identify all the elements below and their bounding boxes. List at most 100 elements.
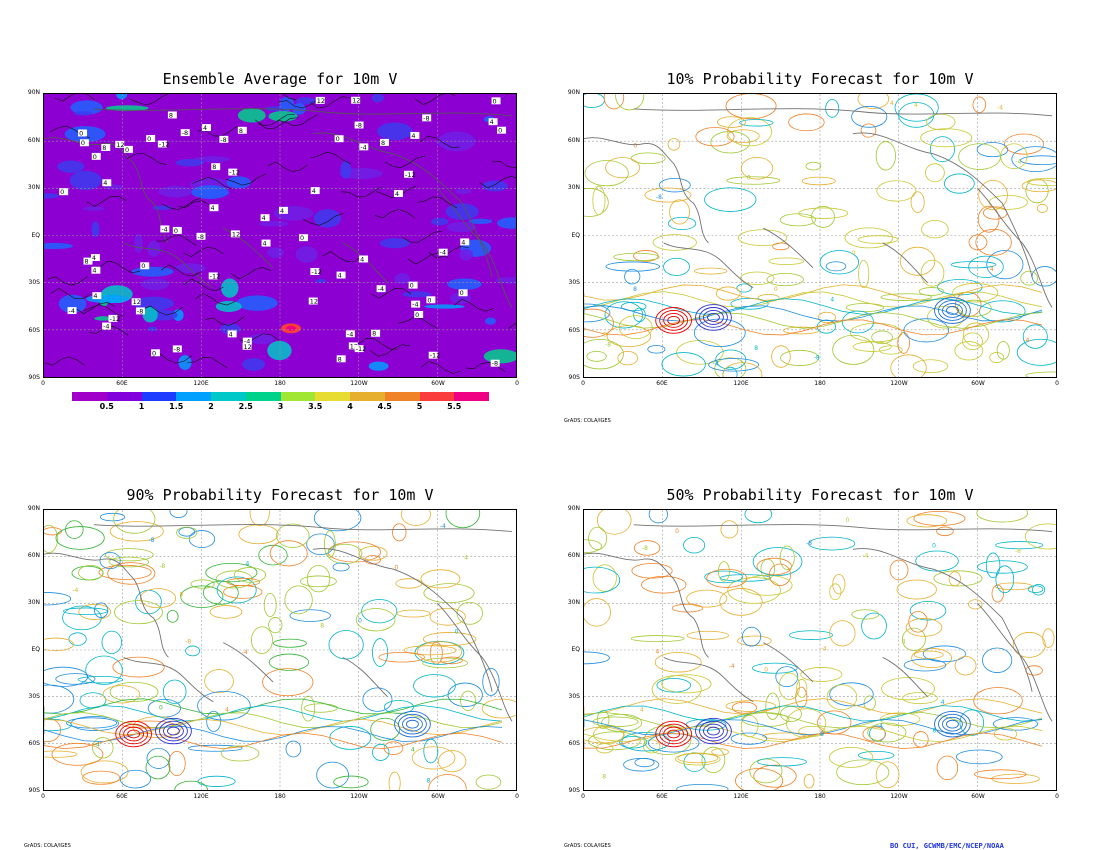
contour-label-box — [411, 300, 421, 308]
contour-line — [68, 632, 87, 646]
contour-value-label: 4 — [203, 124, 207, 132]
contour-line — [634, 757, 655, 768]
contour-line — [206, 710, 222, 732]
contour-line — [760, 558, 776, 580]
contour-line — [633, 250, 659, 262]
shaded-cell — [497, 217, 516, 229]
contour-value-label: 0 — [410, 282, 414, 290]
contour-line — [481, 698, 516, 719]
contour-line — [396, 609, 431, 618]
y-tick-label: 30N — [27, 184, 40, 191]
colorbar-segment — [141, 392, 177, 401]
contour-value-label: 0 — [846, 517, 850, 524]
contour-value-label: 12 — [317, 97, 325, 105]
contour-line — [142, 305, 183, 316]
contour-line — [416, 641, 463, 663]
contour-line — [482, 667, 500, 696]
y-tick-label: 60N — [27, 552, 40, 559]
contour-line — [44, 524, 59, 553]
contour-label-box — [426, 296, 436, 304]
contour-line — [693, 267, 728, 275]
contour-line — [775, 666, 799, 688]
colorbar-segment — [350, 392, 385, 401]
shaded-cell — [468, 218, 493, 224]
contour-line — [918, 287, 945, 296]
map-canvas: -4 0 4 8 -8 -4 0 4 8 -8 -4 0 4 8 -8 -4 0 4 — [44, 510, 516, 790]
contour-line — [588, 526, 608, 551]
contour-label-box — [180, 129, 190, 137]
contour-value-label: 12 — [133, 298, 141, 306]
contour-value-label: -4 — [378, 285, 384, 293]
contour-line — [905, 618, 943, 637]
contour-value-label: 4 — [490, 118, 494, 126]
contour-line — [190, 579, 215, 589]
contour-line — [968, 599, 983, 610]
x-tick-label: 0 — [581, 793, 585, 800]
contour-line — [630, 635, 685, 642]
x-tick-label: 120W — [350, 793, 368, 800]
contour-line — [962, 322, 990, 347]
contour-line — [861, 612, 887, 640]
contour-line — [370, 717, 401, 741]
contour-line — [269, 540, 308, 567]
contour-line — [329, 726, 372, 750]
contour-label-box — [491, 97, 501, 105]
coastline — [663, 656, 754, 702]
colorbar-label: 3.5 — [308, 402, 323, 411]
contour-value-label: 4 — [914, 102, 918, 109]
x-tick-label: 120W — [890, 793, 908, 800]
shaded-cell — [58, 294, 87, 313]
contour-label-box — [371, 329, 381, 337]
contour-line — [1021, 179, 1056, 193]
contour-label-box — [345, 330, 355, 338]
contour-label-box — [91, 152, 101, 160]
contour-line — [188, 744, 243, 752]
contour-value-label: -4 — [997, 105, 1003, 112]
contour-line — [50, 288, 91, 300]
colorbar-label: 5 — [416, 402, 423, 411]
contour-line — [584, 338, 624, 370]
shaded-cell — [174, 263, 206, 274]
contour-line — [851, 105, 888, 128]
contour-line — [361, 599, 398, 624]
contour-line — [976, 510, 1029, 523]
contour-value-label: 0 — [493, 97, 497, 105]
contour-line — [727, 577, 781, 604]
contour-line — [378, 651, 425, 663]
y-tick-label: 60N — [27, 136, 40, 144]
contour-line — [204, 669, 234, 694]
contour-value-label: 4 — [92, 267, 96, 275]
contour-line — [683, 536, 706, 554]
contour-line — [584, 319, 1043, 336]
contour-line — [77, 675, 124, 684]
contour-line — [1025, 371, 1056, 377]
contour-line — [183, 278, 224, 291]
y-tick-label: 60S — [28, 326, 40, 334]
contour-line — [316, 761, 349, 789]
contour-line — [220, 745, 260, 762]
contour-value-label: 8 — [602, 774, 606, 781]
contour-line — [896, 579, 937, 600]
contour-line — [44, 717, 62, 743]
contour-line — [899, 246, 936, 276]
contour-line — [140, 588, 177, 609]
contour-line — [851, 609, 880, 620]
contour-line — [876, 180, 917, 202]
contour-line — [772, 242, 790, 251]
contour-label-box — [172, 345, 182, 353]
colorbar-segment — [315, 392, 350, 401]
contour-line — [735, 768, 784, 790]
coastline — [223, 642, 274, 683]
contour-line — [403, 645, 457, 656]
contour-line — [262, 668, 314, 697]
contour-line — [398, 317, 439, 329]
contour-value-label: 0 — [174, 227, 178, 235]
y-tick-label: EQ — [571, 231, 580, 239]
coastline — [852, 548, 1033, 692]
contour-line — [456, 601, 483, 625]
contour-value-label: -4 — [72, 587, 78, 594]
contour-line — [708, 358, 760, 372]
contour-line — [268, 617, 283, 634]
contour-line — [741, 626, 762, 647]
contour-line — [44, 718, 503, 736]
